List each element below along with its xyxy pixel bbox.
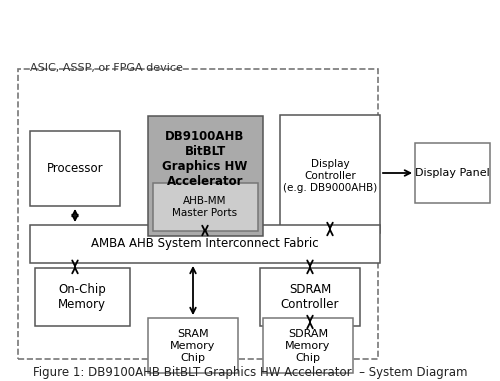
Bar	[263, 318, 353, 373]
Bar	[415, 143, 490, 203]
Bar	[153, 183, 258, 231]
Text: SDRAM
Controller: SDRAM Controller	[281, 283, 339, 311]
Text: AMBA AHB System Interconnect Fabric: AMBA AHB System Interconnect Fabric	[91, 237, 319, 250]
Text: Figure 1: DB9100AHB BitBLT Graphics HW Accelerator  – System Diagram: Figure 1: DB9100AHB BitBLT Graphics HW A…	[33, 366, 467, 379]
Text: On-Chip
Memory: On-Chip Memory	[58, 283, 106, 311]
Text: SDRAM
Memory
Chip: SDRAM Memory Chip	[286, 330, 331, 363]
Text: Display Panel: Display Panel	[414, 168, 490, 178]
Bar	[280, 115, 380, 233]
Bar	[30, 225, 380, 263]
Text: AHB-MM
Master Ports: AHB-MM Master Ports	[172, 196, 238, 218]
Bar	[18, 69, 378, 359]
Text: SRAM
Memory
Chip: SRAM Memory Chip	[170, 330, 216, 363]
Text: ASIC, ASSP, or FPGA device: ASIC, ASSP, or FPGA device	[30, 63, 183, 73]
Bar	[30, 131, 120, 206]
Bar	[148, 116, 263, 236]
Text: DB9100AHB
BitBLT
Graphics HW
Accelerator: DB9100AHB BitBLT Graphics HW Accelerator	[162, 130, 248, 188]
Text: Processor: Processor	[46, 163, 104, 176]
Text: Display
Controller
(e.g. DB9000AHB): Display Controller (e.g. DB9000AHB)	[283, 159, 377, 193]
Bar	[260, 268, 360, 326]
Bar	[148, 318, 238, 373]
Bar	[35, 268, 130, 326]
